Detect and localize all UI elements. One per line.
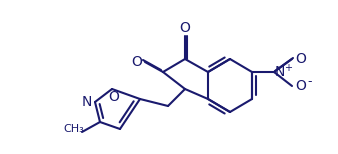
Text: O: O bbox=[179, 21, 190, 35]
Text: O: O bbox=[295, 79, 307, 93]
Text: N: N bbox=[275, 65, 285, 79]
Text: +: + bbox=[284, 63, 292, 73]
Text: N: N bbox=[82, 95, 92, 109]
Text: O: O bbox=[295, 52, 307, 66]
Text: O: O bbox=[131, 55, 142, 69]
Text: -: - bbox=[308, 75, 312, 89]
Text: CH₃: CH₃ bbox=[64, 124, 84, 134]
Text: O: O bbox=[108, 90, 119, 104]
